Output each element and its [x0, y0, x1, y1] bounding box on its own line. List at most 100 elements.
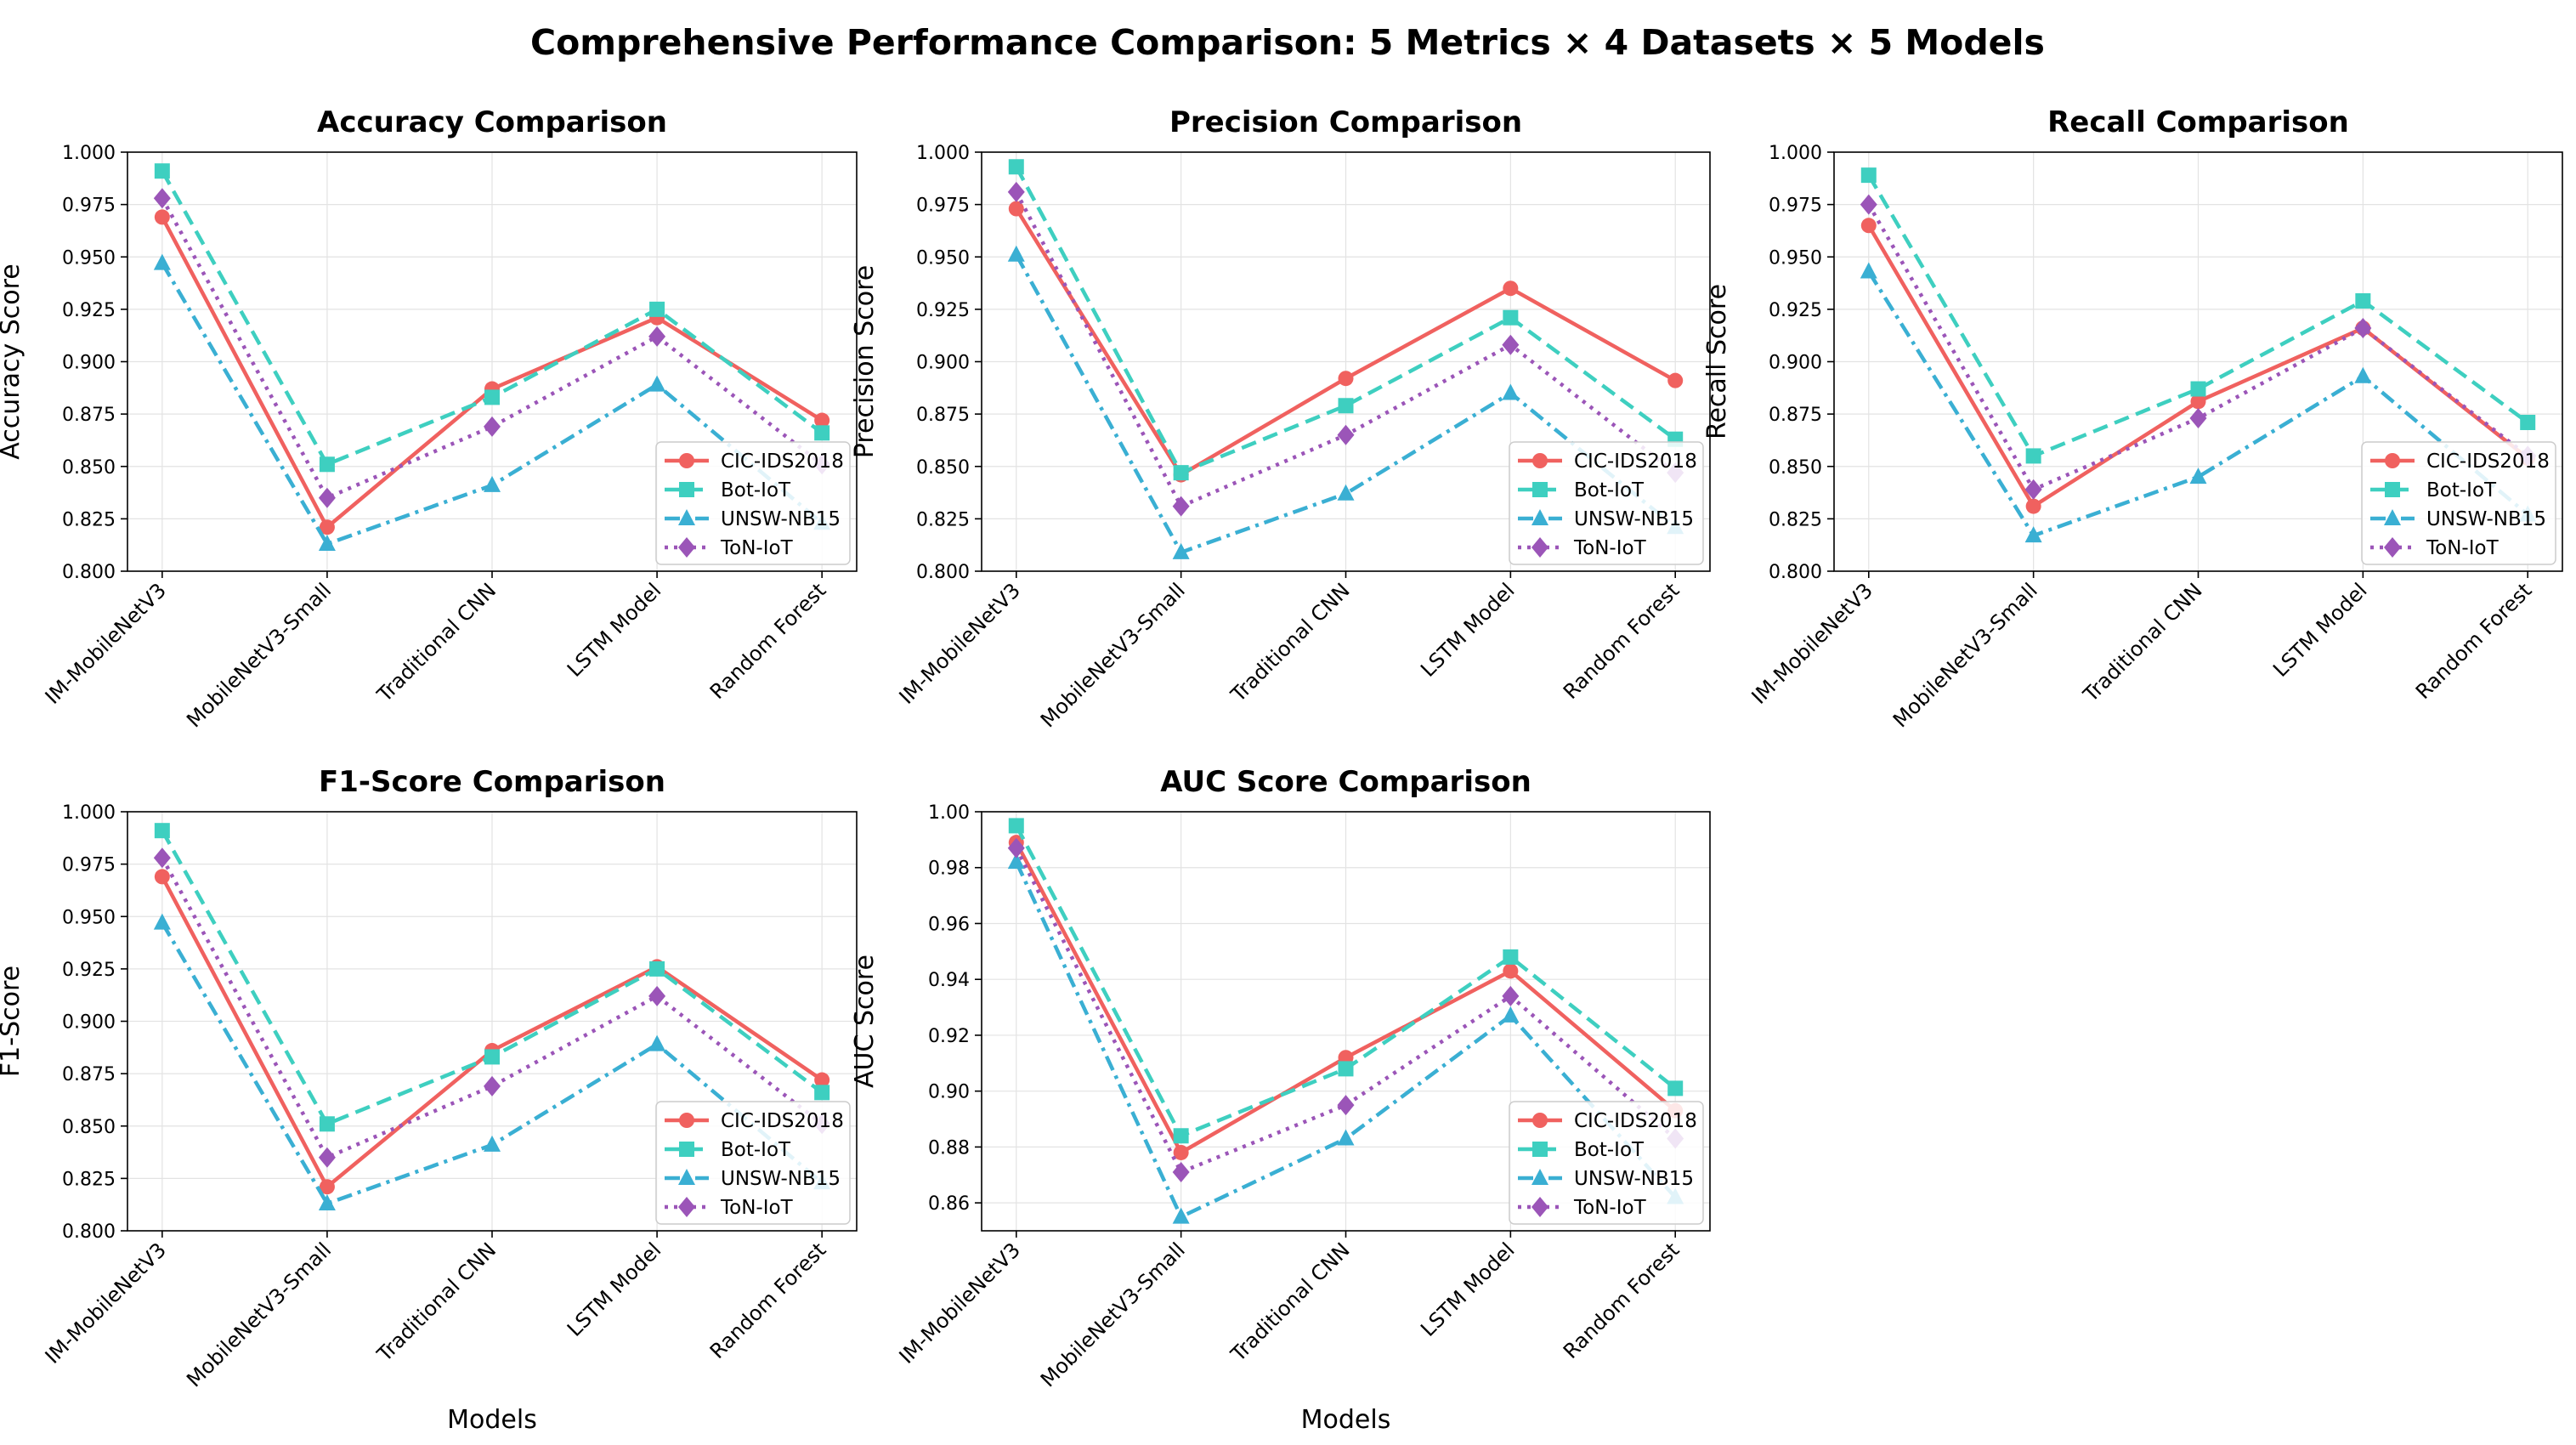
data-point	[2355, 293, 2371, 309]
data-point	[2190, 381, 2206, 397]
legend-label: CIC-IDS2018	[1574, 450, 1697, 473]
x-tick-label: MobileNetV3-Small	[1888, 578, 2042, 732]
data-point	[1503, 309, 1519, 326]
y-tick-label: 0.825	[1769, 509, 1822, 530]
data-point	[319, 1179, 335, 1195]
x-tick-label: LSTM Model	[1416, 578, 1519, 681]
data-point	[1172, 1207, 1190, 1224]
chart-panels: Accuracy Comparison 0.800 0.825 0.850 0.875 0…	[0, 105, 2563, 1435]
data-point	[648, 985, 666, 1006]
legend-box	[2361, 441, 2556, 565]
x-tick-label: MobileNetV3-Small	[1036, 578, 1190, 732]
y-axis-label: F1-Score	[0, 966, 25, 1077]
plot-frame	[127, 811, 858, 1232]
data-point	[484, 416, 501, 437]
data-point	[1338, 1061, 1354, 1077]
x-tick-label: IM-MobileNetV3	[895, 1238, 1025, 1368]
x-tick-label: MobileNetV3-Small	[1036, 1238, 1190, 1391]
y-tick-label: 0.925	[916, 300, 970, 321]
data-point	[1008, 201, 1024, 217]
panel-title: Recall Comparison	[2047, 105, 2349, 139]
legend-marker	[678, 537, 695, 558]
legend-marker	[2384, 509, 2401, 525]
x-tick-label: IM-MobileNetV3	[1747, 578, 1877, 708]
y-tick-label: 0.800	[62, 1221, 116, 1243]
data-point	[2189, 408, 2207, 429]
y-tick-label: 0.94	[928, 970, 970, 991]
y-tick-label: 1.000	[1769, 143, 1822, 164]
y-tick-label: 0.875	[916, 405, 970, 426]
legend-label: Bot-IoT	[1574, 479, 1645, 502]
x-tick-label: MobileNetV3-Small	[182, 578, 336, 732]
legend-label: ToN-IoT	[1573, 537, 1647, 559]
legend-box	[1509, 441, 1704, 565]
data-point	[153, 913, 171, 930]
legend-marker	[679, 1142, 694, 1157]
panel-title: F1-Score Comparison	[319, 765, 665, 799]
data-point	[318, 1193, 336, 1210]
data-point	[1172, 542, 1190, 559]
y-tick-label: 0.975	[62, 196, 116, 217]
y-tick-label: 0.975	[916, 196, 970, 217]
data-point	[153, 847, 171, 869]
x-tick-label: Random Forest	[705, 578, 831, 704]
x-tick-label: Traditional CNN	[1226, 1238, 1354, 1366]
data-point	[1503, 963, 1519, 979]
series-unsw-nb15	[153, 913, 831, 1210]
legend-marker	[678, 509, 695, 525]
data-point	[1502, 383, 1520, 400]
x-tick-label: Traditional CNN	[372, 1238, 501, 1366]
data-point	[1008, 818, 1024, 834]
data-point	[648, 1034, 666, 1051]
data-point	[1503, 949, 1519, 965]
legend-label: UNSW-NB15	[721, 508, 841, 530]
data-point	[2189, 468, 2207, 484]
legend-label: UNSW-NB15	[721, 1168, 841, 1190]
data-point	[1860, 194, 1877, 215]
data-point	[153, 253, 171, 270]
chart-panel-recall-comparison: Recall Comparison 0.800 0.825 0.850 0.875 0.9…	[1702, 105, 2563, 732]
data-point	[2025, 498, 2041, 514]
data-point	[1860, 262, 1877, 279]
panel-title: AUC Score Comparison	[1160, 765, 1531, 799]
data-point	[1172, 1161, 1190, 1182]
data-point	[2520, 414, 2536, 430]
y-axis-label: Precision Score	[850, 265, 880, 458]
series-line	[1866, 173, 2529, 458]
legend-label: ToN-IoT	[720, 1197, 794, 1219]
x-tick-label: Random Forest	[1559, 1238, 1684, 1363]
y-tick-label: 0.825	[62, 1169, 116, 1190]
y-tick-label: 0.98	[928, 858, 970, 880]
data-point	[1502, 334, 1520, 355]
legend-label: Bot-IoT	[721, 479, 791, 502]
data-point	[1337, 1095, 1355, 1116]
y-tick-label: 0.900	[62, 1012, 116, 1034]
y-tick-label: 0.925	[62, 300, 116, 321]
data-point	[814, 1072, 830, 1088]
legend-marker	[1532, 453, 1548, 468]
x-tick-label: Traditional CNN	[372, 578, 501, 706]
y-tick-label: 0.850	[1769, 457, 1822, 479]
y-tick-label: 0.975	[62, 855, 116, 876]
y-axis-label: Recall Score	[1702, 284, 1732, 439]
data-point	[1502, 985, 1520, 1006]
legend-marker	[678, 1169, 695, 1185]
series-line	[1014, 253, 1677, 555]
data-point	[1860, 218, 1877, 234]
y-tick-label: 0.925	[1769, 300, 1822, 321]
data-point	[1173, 465, 1189, 481]
data-point	[649, 960, 665, 977]
data-point	[484, 1135, 501, 1152]
data-point	[1337, 1129, 1355, 1146]
y-tick-label: 0.875	[1769, 405, 1822, 426]
legend-label: ToN-IoT	[2426, 537, 2500, 559]
y-tick-label: 0.825	[62, 509, 116, 530]
legend-label: CIC-IDS2018	[1574, 1110, 1697, 1132]
data-point	[484, 389, 500, 405]
legend-marker	[679, 482, 694, 497]
series-line	[1014, 166, 1677, 475]
y-tick-label: 1.000	[916, 143, 970, 164]
series-line	[160, 857, 824, 1159]
data-point	[814, 425, 830, 441]
legend-marker	[2385, 453, 2400, 468]
